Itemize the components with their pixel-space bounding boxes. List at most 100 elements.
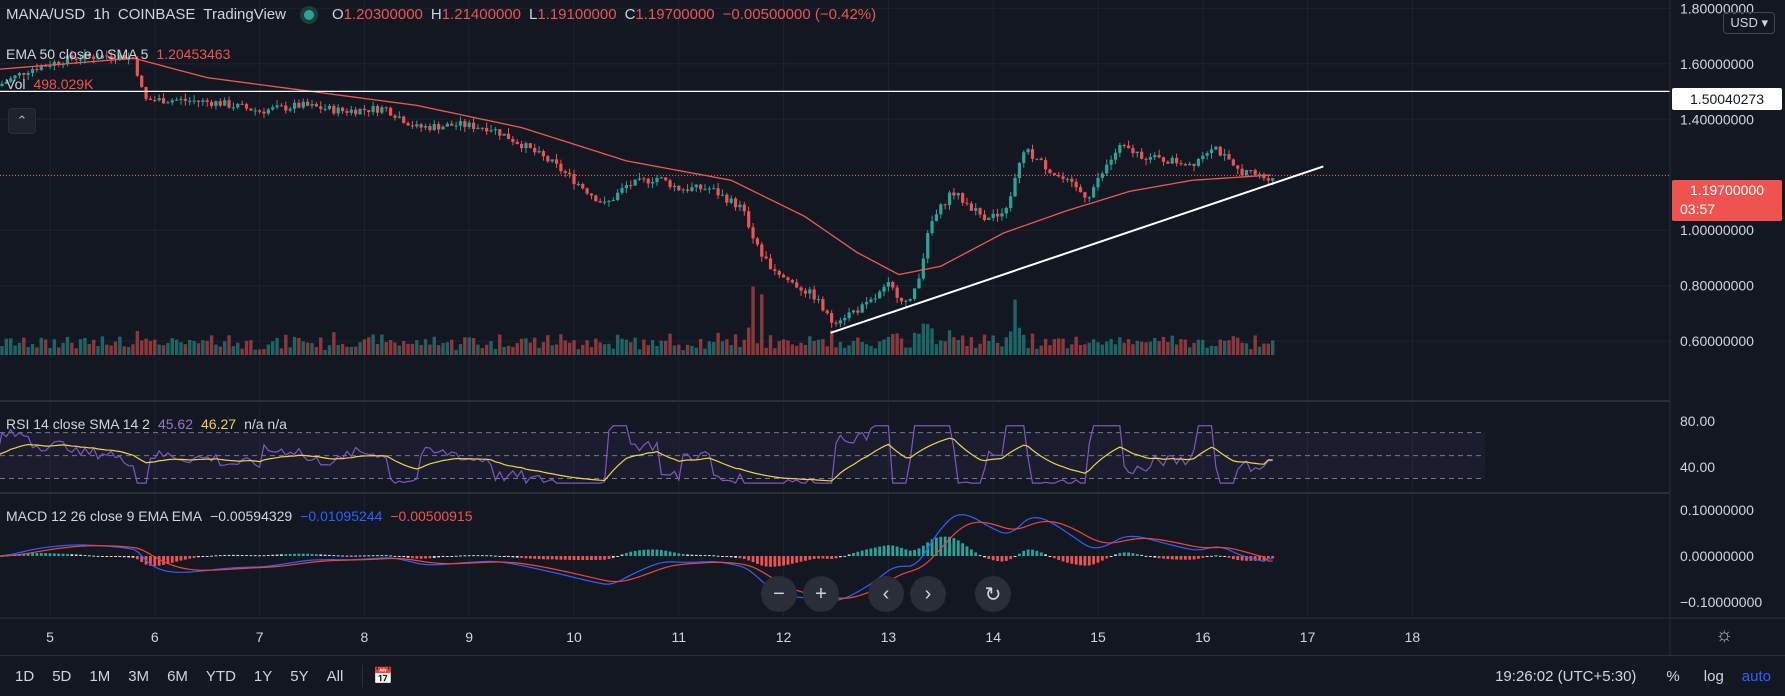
- ema-legend[interactable]: EMA 50 close 0 SMA 5 1.20453463: [6, 46, 230, 62]
- volume-bar: [847, 345, 851, 355]
- candle-body: [1227, 154, 1231, 160]
- price-tick-label: 0.80000000: [1680, 278, 1754, 294]
- volume-bar: [550, 345, 554, 355]
- volume-bar: [419, 344, 423, 355]
- candle-body: [782, 274, 786, 278]
- clock[interactable]: 19:26:02 (UTC+5:30): [1495, 667, 1637, 685]
- candle-body: [1004, 207, 1008, 214]
- timeframe-3m[interactable]: 3M: [128, 667, 150, 685]
- timeframe-1m[interactable]: 1M: [89, 667, 111, 685]
- macd-histogram-bar: [673, 552, 676, 556]
- volume-bar: [572, 340, 576, 355]
- macd-histogram-bar: [887, 545, 890, 556]
- candle-body: [930, 221, 934, 234]
- candle-body: [891, 282, 895, 288]
- candle-body: [1070, 178, 1074, 182]
- volume-bar: [450, 339, 454, 355]
- macd-tick-label: 0.10000000: [1680, 502, 1754, 518]
- volume-bar: [786, 340, 790, 355]
- macd-histogram-bar: [441, 556, 445, 557]
- volume-legend[interactable]: Vol 498.029K: [6, 76, 93, 92]
- timeframe-ytd[interactable]: YTD: [205, 667, 236, 685]
- volume-bar: [947, 330, 952, 355]
- exchange: COINBASE: [117, 6, 196, 23]
- volume-bar: [764, 347, 768, 355]
- collapse-legend-button[interactable]: ⌃: [8, 108, 36, 134]
- volume-bar: [78, 339, 83, 355]
- macd-histogram-bar: [1240, 556, 1244, 561]
- candle-body: [886, 282, 890, 287]
- volume-bar: [410, 343, 415, 355]
- log-toggle[interactable]: log: [1703, 667, 1724, 685]
- macd-histogram-bar: [489, 555, 493, 557]
- volume-bar: [441, 343, 445, 355]
- macd-histogram-bar: [1048, 556, 1052, 557]
- macd-histogram-bar: [262, 555, 266, 557]
- volume-bar: [943, 341, 947, 355]
- macd-histogram-bar: [349, 555, 353, 557]
- volume-bar: [1153, 337, 1157, 355]
- volume-bar: [288, 347, 292, 355]
- scroll-left-button[interactable]: ‹: [868, 576, 904, 612]
- candle-body: [672, 185, 677, 188]
- candle-body: [581, 183, 585, 189]
- macd-histogram-bar: [751, 556, 755, 563]
- macd-histogram-bar: [799, 556, 803, 562]
- macd-histogram-bar: [598, 556, 602, 560]
- candle-body: [838, 320, 842, 324]
- macd-histogram-bar: [223, 554, 227, 556]
- timeframe-1y[interactable]: 1Y: [253, 667, 273, 685]
- candle-body: [458, 121, 463, 126]
- volume-bar: [122, 346, 126, 355]
- chart-canvas[interactable]: 1.800000001.600000001.400000001.00000000…: [0, 0, 1785, 655]
- settings-gear-icon[interactable]: ☼: [1715, 624, 1734, 646]
- macd-histogram-bar: [996, 556, 999, 562]
- macd-histogram-bar: [646, 549, 650, 556]
- zoom-in-button[interactable]: +: [803, 576, 839, 612]
- candle-body: [118, 55, 122, 60]
- scroll-right-button[interactable]: ›: [910, 576, 946, 612]
- reset-chart-button[interactable]: ↻: [975, 576, 1011, 612]
- macd-histogram-bar: [594, 556, 598, 560]
- macd-histogram-bar: [371, 555, 375, 557]
- volume-bar: [921, 323, 926, 355]
- timeframe-all[interactable]: All: [326, 667, 344, 685]
- macd-histogram-bar: [336, 555, 340, 557]
- candle-body: [1074, 181, 1078, 188]
- volume-bar: [113, 341, 118, 355]
- macd-histogram-bar: [943, 536, 947, 556]
- macd-histogram-bar: [1149, 556, 1152, 557]
- timeframe-5d[interactable]: 5D: [52, 667, 72, 685]
- rsi-lines: [0, 425, 1273, 485]
- macd-histogram-bar: [572, 556, 576, 560]
- zoom-out-button[interactable]: −: [761, 576, 797, 612]
- percent-toggle[interactable]: %: [1666, 667, 1680, 685]
- currency-selector[interactable]: USD ▾: [1723, 12, 1775, 34]
- volume-bar: [1270, 340, 1275, 355]
- volume-bar: [698, 338, 703, 355]
- macd-histogram-bar: [166, 556, 170, 564]
- volume-bar: [1000, 346, 1004, 355]
- macd-legend[interactable]: MACD 12 26 close 9 EMA EMA −0.00594329 −…: [6, 508, 473, 524]
- date-range-calendar-icon[interactable]: 📅: [373, 668, 394, 685]
- volume-bar: [1035, 348, 1039, 355]
- timeframe-1d[interactable]: 1D: [15, 667, 35, 685]
- volume-bar: [1004, 337, 1008, 355]
- volume-bar: [611, 348, 615, 355]
- auto-toggle[interactable]: auto: [1741, 667, 1771, 685]
- volume-bar: [1083, 344, 1087, 355]
- macd-histogram-bar: [210, 555, 213, 557]
- rsi-legend[interactable]: RSI 14 close SMA 14 2 45.62 46.27 n/a n/…: [6, 416, 287, 432]
- macd-histogram-bar: [293, 553, 296, 556]
- macd-histogram-bar: [668, 551, 672, 556]
- volume-bar: [891, 334, 895, 355]
- symbol-name[interactable]: MANA/USD: [6, 6, 86, 23]
- horizontal-line-group: [0, 90, 1670, 177]
- bottom-toolbar: 1D 5D 1M 3M 6M YTD 1Y 5Y All 📅 19:26:02 (UTC+5:3…: [0, 655, 1785, 696]
- time-tick-label: 13: [881, 629, 897, 645]
- timeframe-5y[interactable]: 5Y: [290, 667, 309, 685]
- timeframe-6m[interactable]: 6M: [167, 667, 188, 685]
- candle-body: [773, 269, 777, 271]
- volume-bar: [956, 339, 960, 355]
- interval[interactable]: 1h: [93, 6, 110, 23]
